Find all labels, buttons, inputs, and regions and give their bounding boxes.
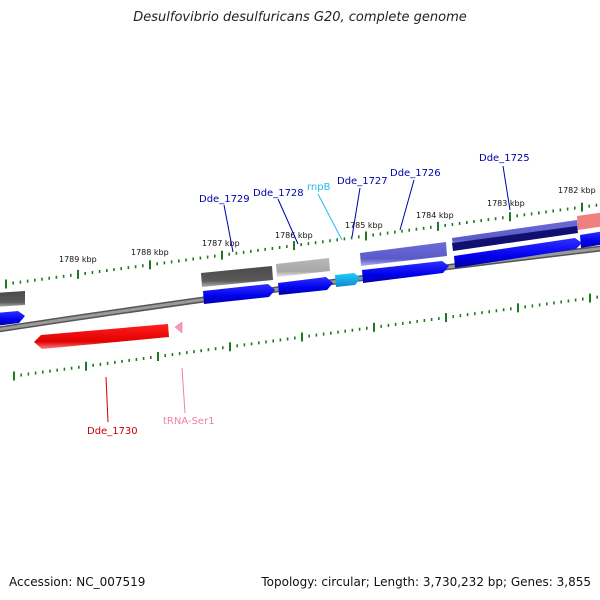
leader-trna-ser1 bbox=[181, 367, 186, 414]
label-dde1725[interactable]: Dde_1725 bbox=[479, 153, 530, 164]
leader-dde1726 bbox=[399, 179, 415, 231]
kbp-label-1787: 1787 kbp bbox=[202, 239, 240, 248]
kbp-label-1785: 1785 kbp bbox=[345, 221, 383, 230]
rnpb-gene[interactable] bbox=[335, 273, 361, 287]
label-trna-ser1[interactable]: tRNA-Ser1 bbox=[163, 416, 215, 427]
lower-scale-ticks bbox=[13, 293, 599, 381]
label-rnpb[interactable]: rnpB bbox=[307, 182, 331, 193]
feature-dde1726-purple[interactable] bbox=[360, 242, 447, 266]
leader-dde1730 bbox=[105, 376, 109, 423]
label-dde1726[interactable]: Dde_1726 bbox=[390, 168, 441, 179]
cds-dde1728[interactable] bbox=[278, 277, 333, 295]
leader-dde1729 bbox=[223, 204, 234, 253]
map-title: Desulfovibrio desulfuricans G20, complet… bbox=[133, 10, 467, 25]
label-dde1730[interactable]: Dde_1730 bbox=[87, 426, 138, 437]
kbp-label-1788: 1788 kbp bbox=[131, 248, 169, 257]
upper-scale-ticks bbox=[5, 202, 598, 289]
label-dde1728[interactable]: Dde_1728 bbox=[253, 188, 304, 199]
kbp-label-1782: 1782 kbp bbox=[558, 186, 596, 195]
label-dde1727[interactable]: Dde_1727 bbox=[337, 176, 388, 187]
feature-dde1728-gray[interactable] bbox=[276, 258, 330, 277]
genome-summary: Topology: circular; Length: 3,730,232 bp… bbox=[261, 575, 591, 589]
leader-dde1728 bbox=[277, 198, 299, 245]
feature-left-gray[interactable] bbox=[0, 291, 25, 307]
cds-dde1727[interactable] bbox=[362, 261, 449, 283]
cds-left-partial[interactable] bbox=[0, 311, 25, 326]
kbp-label-1783: 1783 kbp bbox=[487, 199, 525, 208]
cds-dde1729[interactable] bbox=[203, 284, 275, 304]
leader-rnpb bbox=[317, 193, 343, 241]
kbp-label-1784: 1784 kbp bbox=[416, 211, 454, 220]
kbp-label-1789: 1789 kbp bbox=[59, 255, 97, 264]
cds-right-partial[interactable] bbox=[580, 231, 600, 248]
cds-dde1730[interactable] bbox=[34, 324, 169, 349]
accession-text: Accession: NC_007519 bbox=[9, 575, 146, 589]
feature-right-red[interactable] bbox=[577, 212, 600, 230]
leader-dde1727 bbox=[351, 187, 361, 238]
feature-dde1729-gray[interactable] bbox=[201, 266, 273, 287]
label-dde1729[interactable]: Dde_1729 bbox=[199, 194, 250, 205]
cds-dde1725[interactable] bbox=[454, 238, 582, 268]
leader-dde1725 bbox=[502, 165, 511, 211]
trna-ser1-gene[interactable] bbox=[174, 321, 183, 334]
feature-dde1725-dark[interactable] bbox=[452, 226, 578, 251]
